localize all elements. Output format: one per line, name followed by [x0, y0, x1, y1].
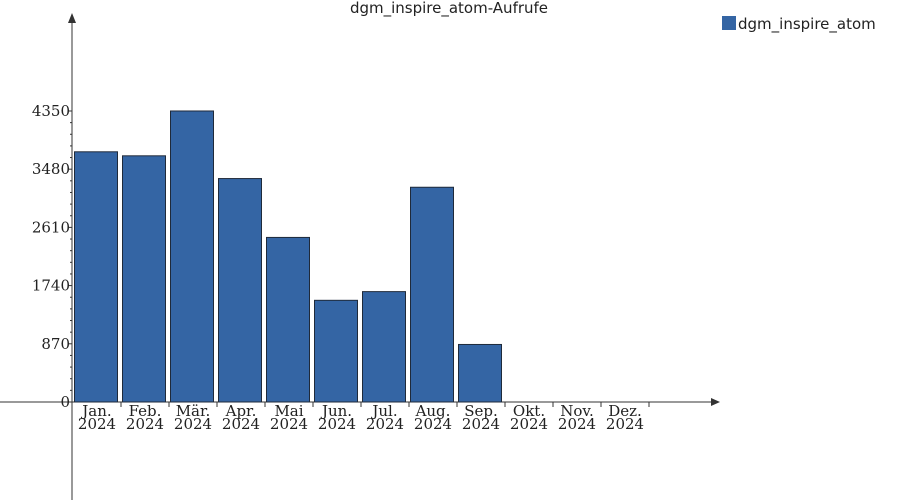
bar-1	[122, 155, 166, 403]
x-tick-label-month-4: Mai	[274, 402, 303, 420]
legend: dgm_inspire_atom	[722, 15, 876, 34]
bar-4	[266, 236, 310, 403]
bar-6	[362, 291, 406, 403]
bar-7	[410, 186, 454, 403]
x-tick-label-month-3: Apr.	[225, 402, 257, 420]
y-tick-label-1: 870	[41, 335, 70, 353]
bars	[74, 110, 502, 403]
x-tick-label-month-10: Nov.	[560, 402, 594, 420]
bar-5	[314, 299, 358, 403]
bar-3	[218, 178, 262, 403]
y-tick-label-0: 0	[60, 393, 70, 411]
x-tick-label-month-8: Sep.	[464, 402, 498, 420]
y-axis-arrow-icon	[68, 13, 76, 23]
x-tick-label-year-11: 2024	[606, 415, 644, 433]
chart-title: dgm_inspire_atom-Aufrufe	[350, 0, 548, 18]
bar-2	[170, 110, 214, 403]
x-tick-label-year-5: 2024	[318, 415, 356, 433]
x-tick-label-month-11: Dez.	[608, 402, 642, 420]
legend-label: dgm_inspire_atom	[738, 15, 876, 34]
x-axis-arrow-icon	[711, 398, 720, 406]
x-tick-label-year-10: 2024	[558, 415, 596, 433]
x-tick-label-month-0: Jan.	[80, 402, 111, 420]
legend-swatch	[722, 16, 736, 30]
bar-0	[74, 151, 118, 403]
bar-8	[458, 343, 502, 403]
x-tick-label-month-7: Aug.	[415, 402, 451, 420]
y-tick-label-2: 1740	[32, 277, 70, 295]
y-tick-label-4: 3480	[32, 160, 70, 178]
x-tick-label-year-6: 2024	[366, 415, 404, 433]
x-tick-label-month-2: Mär.	[176, 402, 211, 420]
x-tick-label-year-8: 2024	[462, 415, 500, 433]
x-tick-label-year-0: 2024	[78, 415, 116, 433]
x-tick-label-month-5: Jun.	[320, 402, 352, 420]
x-tick-label-month-9: Okt.	[513, 402, 545, 420]
x-tick-label-month-6: Jul.	[370, 402, 397, 420]
y-ticks: 0 870 1740 2610 3480 4350	[32, 102, 72, 411]
x-tick-label-year-3: 2024	[222, 415, 260, 433]
y-tick-label-5: 4350	[32, 102, 70, 120]
x-tick-label-month-1: Feb.	[129, 402, 162, 420]
x-tick-label-year-4: 2024	[270, 415, 308, 433]
x-tick-label-year-7: 2024	[414, 415, 452, 433]
x-tick-label-year-2: 2024	[174, 415, 212, 433]
x-tick-label-year-1: 2024	[126, 415, 164, 433]
x-ticks: Jan.2024Feb.2024Mär.2024Apr.2024Mai2024J…	[78, 402, 650, 433]
x-tick-label-year-9: 2024	[510, 415, 548, 433]
y-tick-label-3: 2610	[32, 218, 70, 236]
